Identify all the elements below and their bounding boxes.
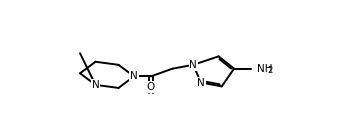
Text: N: N — [92, 80, 99, 90]
Text: N: N — [189, 60, 197, 70]
Text: O: O — [147, 82, 155, 92]
Text: NH: NH — [257, 64, 273, 74]
Text: N: N — [130, 71, 138, 81]
Text: N: N — [197, 78, 205, 88]
Text: 2: 2 — [267, 66, 272, 75]
